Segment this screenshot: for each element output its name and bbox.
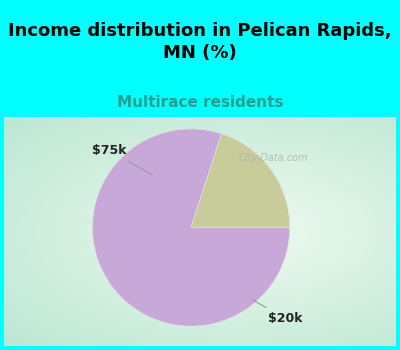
Wedge shape	[191, 134, 290, 228]
Text: $75k: $75k	[92, 144, 152, 175]
Text: Multirace residents: Multirace residents	[117, 95, 283, 110]
Text: $20k: $20k	[253, 300, 302, 325]
Text: Income distribution in Pelican Rapids,
MN (%): Income distribution in Pelican Rapids, M…	[8, 22, 392, 62]
Wedge shape	[92, 129, 290, 326]
Text: City-Data.com: City-Data.com	[239, 153, 308, 163]
